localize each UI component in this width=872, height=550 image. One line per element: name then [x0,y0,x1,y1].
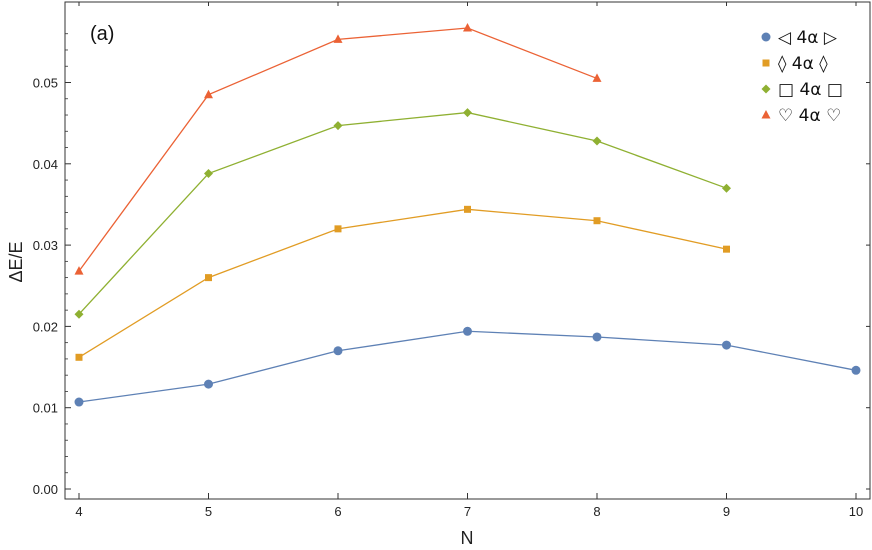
y-tick-label: 0.01 [33,401,58,416]
data-point [722,340,731,350]
series-line [78,330,857,403]
legend-marker [761,32,771,42]
series-line [78,27,598,272]
series-diamond [74,108,731,319]
data-point [333,121,343,131]
panel-label: (a) [90,23,114,45]
data-point [333,346,343,356]
series-layer [74,23,861,407]
data-point [851,365,861,375]
y-axis-title: ΔE/E [6,241,26,282]
data-point [205,274,212,282]
data-point [204,169,213,179]
series-circle [74,326,861,407]
legend: ◁ 4α ▷ ◊ 4α ◊ □ 4α □ ♡ 4α ♡ [761,28,843,126]
data-point [463,326,472,336]
y-tick-label: 0.02 [33,319,58,334]
x-tick-label: 10 [849,504,863,519]
data-point [75,353,83,361]
legend-item: □ 4α □ [761,80,843,100]
legend-item: ◊ 4α ◊ [762,54,828,74]
y-tick-label: 0.00 [33,482,58,497]
y-tick-label: 0.03 [33,238,58,253]
data-point [592,73,602,82]
legend-label: ♡ 4α ♡ [778,106,841,126]
data-point [592,332,602,342]
series-line [78,208,727,358]
legend-item: ◁ 4α ▷ [761,28,838,48]
data-point [204,89,213,99]
series-square [75,205,730,361]
x-axis-title: N [461,528,474,548]
x-tick-label: 6 [334,504,341,519]
x-tick-label: 8 [593,504,600,519]
data-point [593,217,601,225]
legend-marker [762,59,770,67]
series-line [78,111,727,315]
data-point [204,379,213,389]
legend-marker [761,110,771,119]
data-point [723,245,730,253]
x-tick-label: 9 [723,504,730,519]
x-tick-label: 4 [75,504,82,519]
data-point [333,34,343,43]
x-axis: 4 5 6 7 8 9 10 [75,2,863,519]
data-point [464,205,471,213]
data-point [74,266,84,275]
legend-label: □ 4α □ [778,80,843,100]
data-point [334,225,342,233]
data-point [463,23,472,32]
x-tick-label: 7 [464,504,471,519]
legend-marker [761,84,771,94]
y-axis: 0.00 0.01 0.02 0.03 0.04 0.05 [33,33,870,497]
y-tick-label: 0.05 [33,76,58,91]
data-point [592,136,602,146]
y-tick-label: 0.04 [33,157,58,172]
data-point [722,183,731,193]
x-tick-label: 5 [205,504,212,519]
data-point [463,108,472,118]
legend-label: ◊ 4α ◊ [778,54,828,74]
plot-frame [64,1,871,500]
data-point [74,309,84,319]
legend-label: ◁ 4α ▷ [778,28,838,48]
series-triangle [74,23,602,275]
data-point [74,397,84,407]
legend-item: ♡ 4α ♡ [761,106,841,126]
